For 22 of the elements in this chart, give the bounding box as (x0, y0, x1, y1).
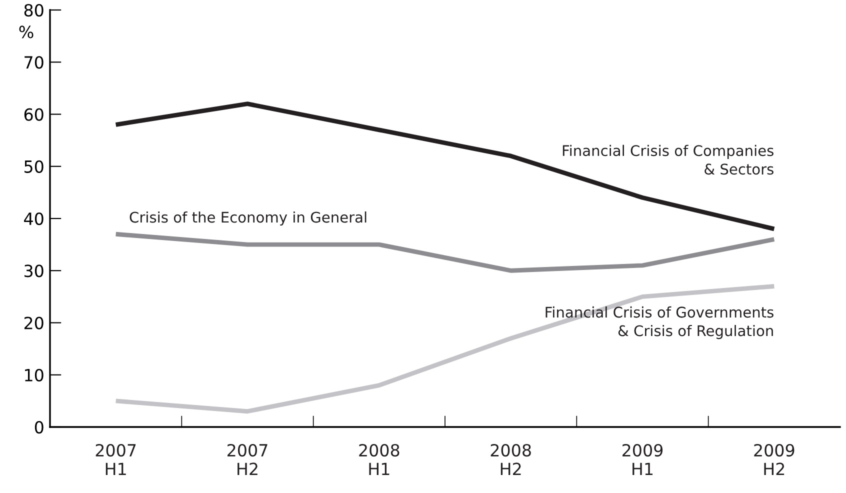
x-tick-label: 2007 H1 (96, 444, 136, 475)
y-tick-label: 80 (24, 4, 44, 17)
y-tick-label: 0 (34, 420, 44, 434)
y-tick-label: 60 (24, 108, 44, 121)
line-series (114, 102, 776, 232)
x-tick-label: 2008 H2 (490, 444, 531, 475)
series-label: Financial Crisis of Governments & Crisis of Regulation (546, 306, 774, 340)
y-tick-label: 70 (24, 56, 44, 69)
y-tick-label: 30 (24, 264, 44, 278)
y-axis-title: % (19, 26, 34, 38)
y-tick-label: 50 (24, 160, 44, 173)
x-tick-label: 2009 H2 (754, 444, 794, 475)
y-tick-label: 20 (24, 316, 44, 330)
x-tick-label: 2008 H1 (359, 444, 400, 475)
line-series (114, 232, 776, 273)
x-tick-label: 2007 H2 (228, 444, 268, 475)
series-label: Crisis of the Economy in General (130, 211, 366, 226)
y-tick-label: 40 (24, 212, 44, 226)
x-tick-label: 2009 H1 (622, 444, 663, 475)
y-tick-label: 10 (25, 368, 44, 382)
series-label: Financial Crisis of Companies & Sectors (562, 144, 774, 175)
line-series (114, 284, 776, 414)
